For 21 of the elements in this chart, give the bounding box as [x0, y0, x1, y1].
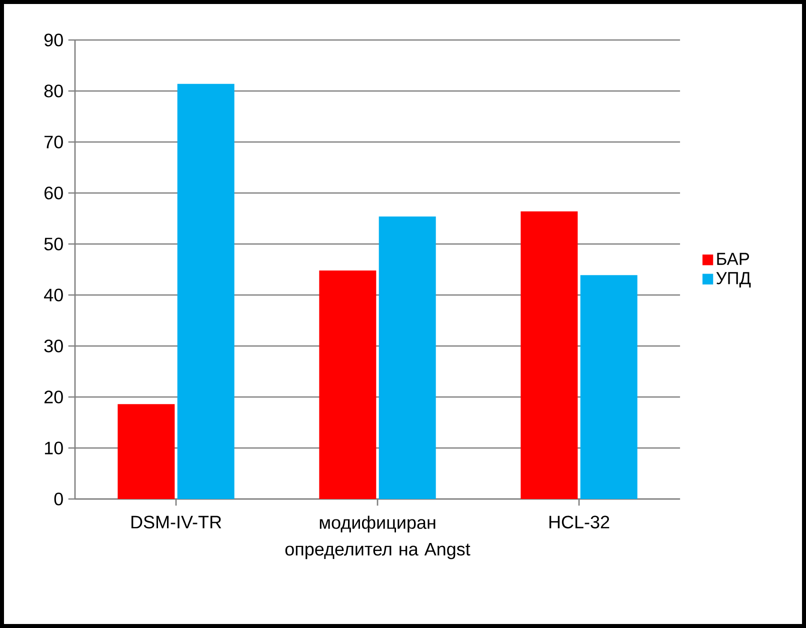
legend-label: БАР: [717, 252, 750, 265]
legend-label: УПД: [716, 272, 751, 288]
y-tick-label: 90: [44, 34, 63, 46]
y-tick-label: 0: [54, 492, 63, 506]
bar: [319, 270, 376, 499]
y-tick-label: 40: [44, 288, 63, 302]
bar: [580, 275, 638, 499]
y-tick-label: 60: [44, 186, 63, 200]
y-tick-label: 30: [44, 340, 63, 352]
y-tick-label: 50: [44, 238, 63, 250]
x-tick-label: модифициран определител на Angst: [285, 516, 470, 560]
bar: [520, 211, 578, 499]
y-tick-label: 20: [44, 390, 63, 404]
x-tick-label: HCL-32: [550, 516, 610, 528]
y-tick-label: 10: [44, 442, 63, 454]
bar: [177, 84, 234, 499]
x-tick-label: DSM-IV-TR: [132, 516, 222, 528]
bar: [378, 216, 436, 499]
y-tick-label: 70: [44, 136, 63, 148]
bar: [118, 404, 175, 499]
y-tick-label: 80: [44, 84, 63, 98]
